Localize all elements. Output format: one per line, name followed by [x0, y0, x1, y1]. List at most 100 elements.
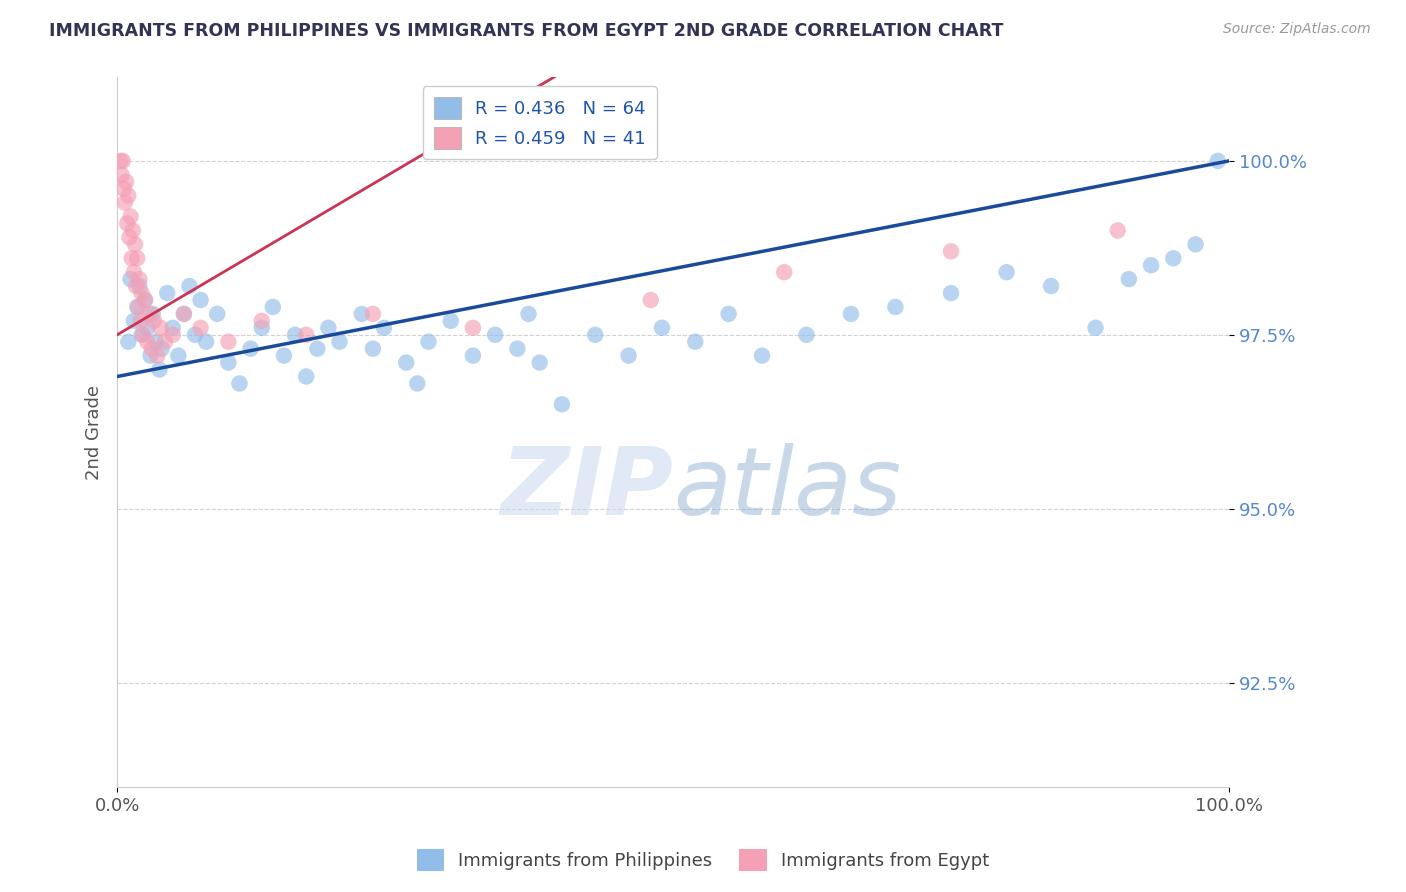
Point [122, 265, 145, 279]
Point [517, 307, 540, 321]
Point [307, 342, 329, 356]
Point [120, 272, 142, 286]
Point [939, 286, 962, 301]
Point [124, 237, 146, 252]
Point [131, 327, 153, 342]
Point [262, 300, 284, 314]
Point [121, 223, 143, 237]
Point [142, 314, 165, 328]
Point [156, 286, 179, 301]
Point [148, 362, 170, 376]
Point [162, 327, 184, 342]
Point [228, 376, 250, 391]
Point [190, 293, 212, 307]
Point [995, 265, 1018, 279]
Point [250, 314, 273, 328]
Point [173, 307, 195, 321]
Point [361, 342, 384, 356]
Point [551, 397, 574, 411]
Point [162, 321, 184, 335]
Point [328, 334, 350, 349]
Point [617, 349, 640, 363]
Point [127, 252, 149, 266]
Legend: R = 0.436   N = 64, R = 0.459   N = 41: R = 0.436 N = 64, R = 0.459 N = 41 [423, 87, 657, 160]
Point [350, 307, 373, 321]
Point [146, 349, 169, 363]
Point [127, 300, 149, 314]
Point [1107, 223, 1129, 237]
Point [195, 334, 218, 349]
Point [121, 252, 143, 266]
Point [461, 321, 484, 335]
Point [796, 327, 818, 342]
Point [583, 327, 606, 342]
Point [115, 217, 138, 231]
Point [134, 293, 156, 307]
Point [651, 321, 673, 335]
Point [717, 307, 740, 321]
Point [1118, 272, 1140, 286]
Point [1206, 153, 1229, 168]
Point [751, 349, 773, 363]
Point [131, 286, 153, 301]
Text: IMMIGRANTS FROM PHILIPPINES VS IMMIGRANTS FROM EGYPT 2ND GRADE CORRELATION CHART: IMMIGRANTS FROM PHILIPPINES VS IMMIGRANT… [49, 22, 1004, 40]
Point [132, 327, 155, 342]
Point [142, 307, 165, 321]
Point [1163, 252, 1185, 266]
Point [373, 321, 395, 335]
Point [250, 321, 273, 335]
Point [112, 182, 135, 196]
Point [129, 314, 152, 328]
Point [128, 279, 150, 293]
Point [1084, 321, 1107, 335]
Point [273, 349, 295, 363]
Point [173, 307, 195, 321]
Legend: Immigrants from Philippines, Immigrants from Egypt: Immigrants from Philippines, Immigrants … [409, 842, 997, 879]
Point [110, 153, 132, 168]
Point [111, 153, 134, 168]
Point [239, 342, 262, 356]
Point [529, 355, 551, 369]
Point [145, 334, 167, 349]
Point [184, 327, 207, 342]
Point [153, 334, 176, 349]
Point [939, 244, 962, 259]
Point [134, 293, 156, 307]
Point [127, 300, 149, 314]
Point [150, 342, 173, 356]
Point [484, 327, 506, 342]
Point [190, 321, 212, 335]
Point [149, 321, 172, 335]
Point [217, 355, 239, 369]
Point [141, 342, 163, 356]
Point [117, 334, 139, 349]
Point [440, 314, 463, 328]
Point [114, 195, 136, 210]
Point [167, 349, 190, 363]
Point [773, 265, 796, 279]
Point [125, 279, 148, 293]
Point [461, 349, 484, 363]
Point [295, 327, 318, 342]
Point [128, 272, 150, 286]
Point [395, 355, 418, 369]
Point [139, 349, 162, 363]
Point [318, 321, 340, 335]
Text: ZIP: ZIP [501, 443, 673, 535]
Point [685, 334, 707, 349]
Point [640, 293, 662, 307]
Point [115, 175, 138, 189]
Point [120, 210, 142, 224]
Y-axis label: 2nd Grade: 2nd Grade [86, 384, 103, 480]
Point [418, 334, 440, 349]
Point [884, 300, 907, 314]
Point [839, 307, 862, 321]
Point [506, 342, 529, 356]
Point [117, 188, 139, 202]
Point [295, 369, 318, 384]
Point [136, 321, 159, 335]
Point [1040, 279, 1063, 293]
Point [136, 334, 159, 349]
Point [111, 168, 134, 182]
Point [118, 230, 141, 244]
